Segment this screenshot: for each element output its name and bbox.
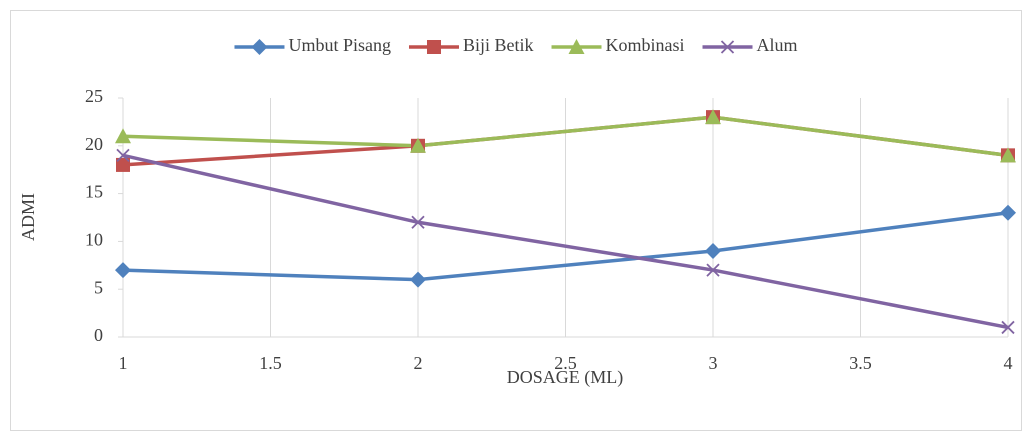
x-axis-label: DOSAGE (ML) (507, 367, 624, 388)
x-tick-label: 2.5 (554, 353, 577, 373)
legend-label: Umbut Pisang (288, 35, 391, 55)
marker (115, 128, 131, 144)
marker (116, 148, 130, 162)
x-tick-label: 1 (119, 353, 128, 373)
series-line (122, 153, 1009, 330)
marker (410, 137, 426, 153)
legend-label: Kombinasi (606, 35, 685, 55)
marker (116, 157, 130, 172)
chart-border (10, 10, 1022, 431)
y-tick-label: 0 (94, 325, 103, 345)
legend-label: Alum (757, 35, 798, 55)
legend-marker (251, 39, 268, 55)
y-tick-label: 20 (85, 134, 103, 154)
marker (410, 271, 426, 288)
x-tick-label: 1.5 (259, 353, 282, 373)
x-tick-label: 4 (1004, 353, 1013, 373)
marker (1000, 147, 1016, 163)
marker (115, 262, 131, 279)
series-line (122, 115, 1009, 158)
legend: Umbut Pisang Biji Betik Kombinasi Alum (234, 35, 798, 55)
series-line (122, 210, 1009, 282)
x-tick-label: 3.5 (849, 353, 872, 373)
legend-marker (720, 40, 735, 54)
y-tick-label: 10 (85, 230, 103, 250)
y-tick-label: 5 (94, 277, 103, 297)
x-tick-label: 3 (709, 353, 718, 373)
marker (1001, 320, 1015, 335)
legend-marker (426, 40, 441, 54)
y-tick-label: 15 (85, 182, 103, 202)
y-axis-label: ADMI (18, 193, 38, 241)
y-tick-label: 25 (85, 86, 103, 106)
marker (706, 263, 720, 277)
legend-label: Biji Betik (463, 35, 534, 55)
x-tick-label: 2 (414, 353, 423, 373)
marker (411, 215, 425, 229)
marker (1000, 204, 1016, 221)
marker (705, 109, 721, 125)
marker (705, 242, 721, 259)
legend-marker (568, 39, 585, 54)
